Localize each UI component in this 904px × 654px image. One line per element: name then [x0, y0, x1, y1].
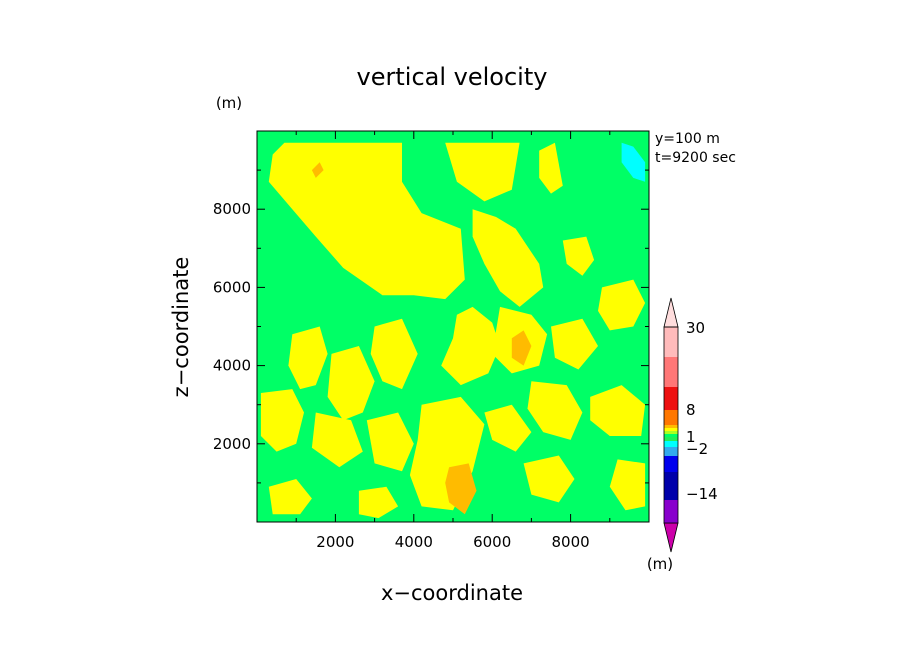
contour-region-17: [527, 381, 583, 440]
contour-region-12: [260, 389, 304, 452]
contour-region-20: [609, 459, 646, 511]
contour-region-23: [311, 162, 324, 178]
contour-region-26: [621, 142, 646, 182]
contour-region-14: [366, 412, 414, 472]
contour-region-10: [327, 346, 375, 421]
colorbar-segment: [664, 456, 678, 472]
x-tick-label: 6000: [473, 533, 511, 551]
x-axis-title: x−coordinate: [381, 581, 523, 605]
colorbar-segment: [664, 431, 678, 434]
contour-region-24: [511, 330, 532, 366]
contour-region-21: [268, 479, 312, 515]
colorbar-segment: [664, 410, 678, 425]
colorbar-segment: [664, 428, 678, 431]
colorbar-segment: [664, 500, 678, 523]
contour-region-22: [358, 486, 399, 519]
annotation-y-position: y=100 m: [655, 131, 720, 147]
colorbar-unit: (m): [647, 555, 673, 573]
contour-region-0: [268, 142, 465, 300]
contour-plot-area: 2000 4000 6000 8000 2000 4000 6000 8000: [213, 130, 650, 551]
colorbar-segment: [664, 472, 678, 500]
colorbar-segment: [664, 447, 678, 456]
x-tick-label: 2000: [316, 533, 354, 551]
contour-region-18: [590, 385, 646, 436]
colorbar-segment: [664, 387, 678, 410]
contour-region-19: [523, 455, 575, 503]
colorbar-segment: [664, 357, 678, 387]
chart-title: vertical velocity: [357, 63, 548, 91]
colorbar-segment: [664, 441, 678, 447]
y-axis-unit: (m): [216, 94, 242, 112]
colorbar-outline: [663, 326, 679, 524]
contour-region-9: [288, 326, 328, 390]
contour-region-1: [445, 142, 520, 202]
contour-region-5: [441, 306, 500, 386]
y-tick-label: 2000: [213, 435, 251, 453]
y-tick-label: 4000: [213, 357, 251, 375]
y-axis-title: z−coordinate: [169, 257, 193, 398]
axis-ticks: [257, 131, 649, 522]
colorbar-segment: [664, 425, 678, 428]
contour-region-25: [445, 463, 477, 515]
axis-tick-labels: 2000 4000 6000 8000 2000 4000 6000 8000: [213, 200, 590, 551]
contour-region-3: [472, 209, 544, 307]
contour-region-7: [598, 279, 646, 331]
y-tick-label: 6000: [213, 278, 251, 296]
contour-region-16: [484, 404, 532, 452]
y-tick-label: 8000: [213, 200, 251, 218]
colorbar-label: 1: [686, 428, 696, 446]
colorbar-label: −14: [686, 485, 718, 503]
x-tick-label: 4000: [395, 533, 433, 551]
contour-region-13: [311, 412, 363, 468]
annotation-time: t=9200 sec: [655, 150, 736, 166]
colorbar-segment: [664, 437, 678, 441]
colorbar-label: 8: [686, 401, 696, 419]
colorbar-label: −2: [686, 440, 708, 458]
contour-region-4: [562, 236, 595, 276]
contour-region-11: [370, 318, 418, 390]
colorbar-segment: [664, 327, 678, 357]
colorbar-max-arrow: [663, 297, 679, 328]
x-tick-label: 8000: [552, 533, 590, 551]
colorbar-min-arrow: [663, 522, 679, 553]
colorbar: [663, 297, 679, 553]
colorbar-segment: [664, 434, 678, 437]
colorbar-labels: 30 8 1−2 −14: [686, 319, 718, 503]
contour-region-8: [551, 318, 598, 370]
contour-regions: [260, 142, 646, 519]
colorbar-label: 30: [686, 319, 705, 337]
contour-region-2: [539, 142, 563, 194]
